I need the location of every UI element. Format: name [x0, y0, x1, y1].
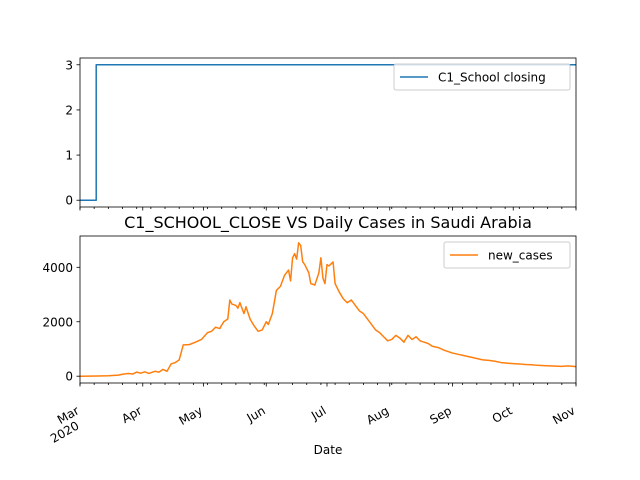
legend-frame — [393, 63, 571, 91]
x-tick-label: Sep — [427, 403, 454, 426]
x-tick-label: Nov — [550, 403, 577, 427]
y-tick-label: 0 — [65, 370, 73, 384]
top-legend: C1_School closing — [393, 63, 571, 91]
y-tick-label: 4000 — [42, 261, 73, 275]
bottom-axes-frame — [79, 235, 577, 384]
bottom-y-ticks: 0 2000 4000 — [42, 261, 80, 384]
top-subplot: 0 1 2 3 C1_School closing — [65, 57, 577, 211]
y-tick-label: 3 — [65, 58, 73, 72]
bottom-series-layer — [79, 242, 577, 377]
x-tick-label: May — [177, 403, 205, 428]
bottom-subplot: C1_SCHOOL_CLOSE VS Daily Cases in Saudi … — [42, 213, 577, 457]
top-y-ticks: 0 1 2 3 — [65, 58, 80, 208]
y-tick-label: 2000 — [42, 315, 73, 329]
legend-label: new_cases — [488, 249, 553, 263]
x-tick-label: Apr — [119, 403, 144, 426]
chart-title: C1_SCHOOL_CLOSE VS Daily Cases in Saudi … — [124, 213, 532, 233]
x-tick-label: Aug — [364, 403, 391, 427]
series-line-new-cases — [79, 242, 577, 377]
bottom-legend: new_cases — [443, 241, 571, 269]
y-tick-label: 2 — [65, 103, 73, 117]
x-tick-label: Jul — [308, 403, 328, 423]
top-axes-frame — [79, 57, 577, 208]
series-line-c1-school-closing — [80, 64, 576, 201]
legend-label: C1_School closing — [438, 71, 546, 85]
x-tick-label: Oct — [490, 403, 515, 426]
y-tick-label: 1 — [65, 149, 73, 163]
y-tick-label: 0 — [65, 194, 73, 208]
top-x-ticks — [79, 207, 577, 211]
top-series-layer — [80, 64, 576, 201]
legend-frame — [443, 241, 571, 269]
x-axis-label: Date — [314, 443, 343, 457]
x-tick-label: Jun — [244, 403, 268, 425]
